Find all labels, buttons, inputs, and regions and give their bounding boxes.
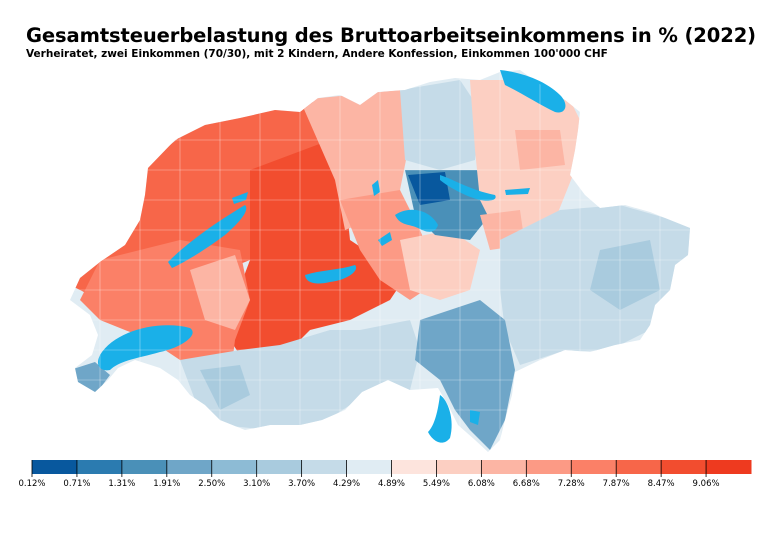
- legend-swatch: [166, 460, 213, 474]
- legend-tick-label: 8.47%: [648, 479, 675, 489]
- legend-swatch: [256, 460, 303, 474]
- lakes: [98, 70, 566, 443]
- region-bern: [230, 140, 410, 370]
- legend-swatch: [526, 460, 572, 474]
- legend-tick-label: 2.50%: [198, 479, 225, 489]
- lake-zurich: [440, 175, 496, 201]
- legend-tick-label: 5.49%: [423, 479, 450, 489]
- legend-swatch: [661, 460, 707, 474]
- legend-swatch: [616, 460, 662, 474]
- lake-sempach: [372, 180, 380, 196]
- lake-lucerne: [395, 209, 438, 232]
- legend-tick-label: 9.06%: [693, 479, 720, 489]
- lake-thun-brienz: [305, 265, 357, 284]
- region-ticino: [415, 300, 515, 450]
- lake-geneva: [98, 325, 193, 371]
- legend-swatch: [571, 460, 617, 474]
- legend-tick-label: 6.08%: [468, 479, 495, 489]
- legend-tick-label: 1.31%: [108, 479, 135, 489]
- legend-tick-label: 3.70%: [288, 479, 315, 489]
- map-subtitle: Verheiratet, zwei Einkommen (70/30), mit…: [26, 48, 608, 60]
- municipal-borders: [70, 70, 690, 452]
- legend-tick-label: 4.29%: [333, 479, 360, 489]
- lake-biel: [232, 192, 248, 204]
- lake-maggiore: [428, 395, 452, 443]
- choropleth-map: [70, 70, 690, 452]
- legend-swatch: [32, 460, 78, 474]
- legend-swatch: [211, 460, 258, 474]
- legend-tick-label: 6.68%: [513, 479, 540, 489]
- legend-tick-label: 4.89%: [378, 479, 405, 489]
- legend-swatch: [121, 460, 168, 474]
- region-zug: [408, 172, 450, 205]
- legend-swatch: [706, 460, 752, 474]
- legend-swatch: [436, 460, 482, 474]
- legend-tick-label: 3.10%: [243, 479, 270, 489]
- lake-constance: [500, 70, 566, 113]
- legend-swatch: [76, 460, 123, 474]
- legend-swatch: [301, 460, 348, 474]
- legend-tick-label: 0.71%: [63, 479, 90, 489]
- legend-swatch: [391, 460, 437, 474]
- legend-swatch: [481, 460, 527, 474]
- legend-tick-label: 7.87%: [603, 479, 630, 489]
- legend-tick-label: 7.28%: [558, 479, 585, 489]
- region-graubuenden-east: [590, 240, 660, 310]
- lake-lugano: [470, 410, 480, 425]
- legend-tick-label: 1.91%: [153, 479, 180, 489]
- lake-sarnen: [378, 232, 392, 246]
- region-valais-west: [200, 365, 250, 410]
- lake-neuchatel: [168, 205, 247, 268]
- legend-swatch: [346, 460, 392, 474]
- map-title: Gesamtsteuerbelastung des Bruttoarbeitse…: [26, 24, 756, 47]
- lake-walensee: [505, 188, 530, 195]
- legend-tick-label: 0.12%: [18, 479, 45, 489]
